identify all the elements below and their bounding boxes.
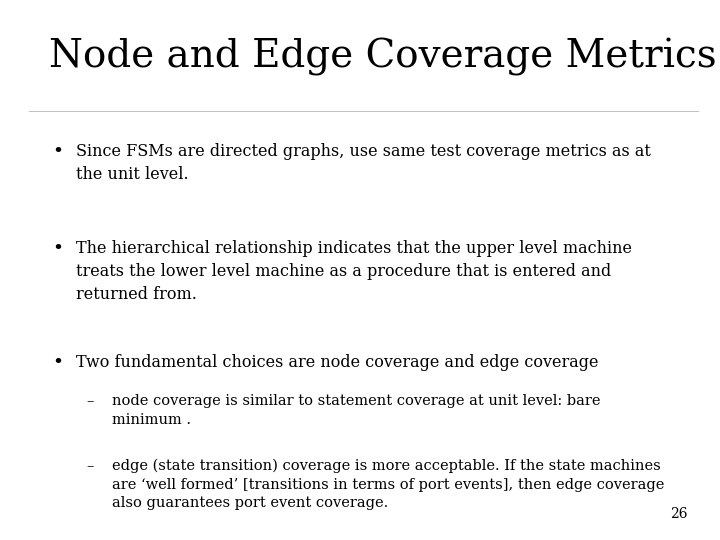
Text: 26: 26 xyxy=(670,507,688,521)
Text: •: • xyxy=(52,143,63,161)
Text: –: – xyxy=(86,394,94,408)
Text: Two fundamental choices are node coverage and edge coverage: Two fundamental choices are node coverag… xyxy=(76,354,598,370)
Text: •: • xyxy=(52,240,63,258)
Text: The hierarchical relationship indicates that the upper level machine
treats the : The hierarchical relationship indicates … xyxy=(76,240,631,303)
Text: Since FSMs are directed graphs, use same test coverage metrics as at
the unit le: Since FSMs are directed graphs, use same… xyxy=(76,143,650,183)
Text: edge (state transition) coverage is more acceptable. If the state machines
are ‘: edge (state transition) coverage is more… xyxy=(112,459,664,510)
Text: •: • xyxy=(52,354,63,372)
Text: Node and Edge Coverage Metrics: Node and Edge Coverage Metrics xyxy=(49,38,716,76)
Text: node coverage is similar to statement coverage at unit level: bare
minimum .: node coverage is similar to statement co… xyxy=(112,394,600,427)
Text: –: – xyxy=(86,459,94,473)
